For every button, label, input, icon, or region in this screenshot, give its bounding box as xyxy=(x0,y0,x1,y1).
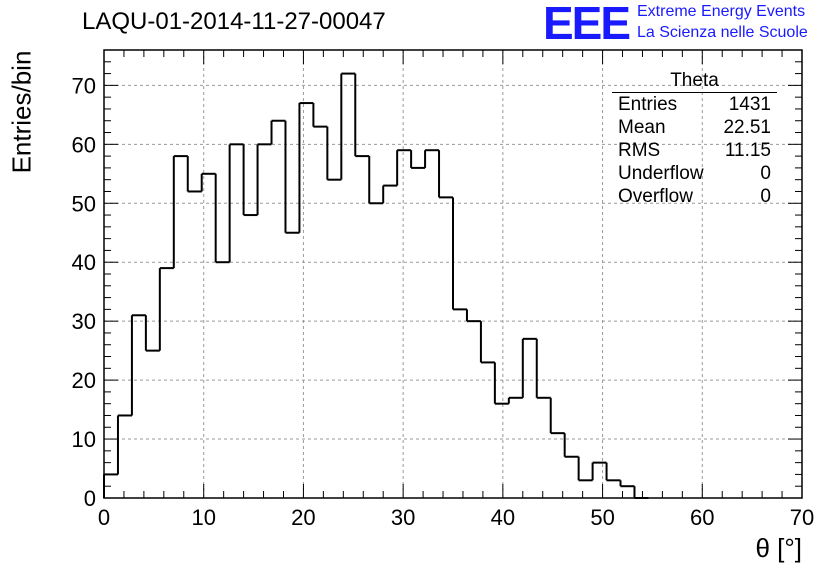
x-tick-label: 30 xyxy=(391,505,415,530)
eee-logo: EEE xyxy=(543,0,631,49)
stats-row-entries: Entries 1431 xyxy=(612,93,777,116)
page-title: LAQU-01-2014-11-27-00047 xyxy=(82,8,386,35)
stats-value: 1431 xyxy=(728,94,771,115)
y-tick-label: 20 xyxy=(72,368,96,393)
logo-line-1: Extreme Energy Events xyxy=(637,3,806,20)
stats-row-rms: RMS 11.15 xyxy=(612,139,777,162)
stats-box: Theta Entries 1431 Mean 22.51 RMS 11.15 … xyxy=(612,70,777,208)
x-tick-label: 10 xyxy=(191,505,215,530)
x-tick-label: 50 xyxy=(590,505,614,530)
stats-title: Theta xyxy=(612,70,777,93)
stats-value: 0 xyxy=(760,186,771,207)
stats-label: RMS xyxy=(618,140,661,161)
x-axis-label: θ [°] xyxy=(755,533,802,563)
x-tick-label: 60 xyxy=(690,505,714,530)
y-tick-label: 10 xyxy=(72,427,96,452)
logo-line-2: La Scienza nelle Scuole xyxy=(637,24,808,41)
stats-label: Underflow xyxy=(618,163,704,184)
stats-value: 22.51 xyxy=(723,117,771,138)
stats-label: Mean xyxy=(618,117,666,138)
y-tick-label: 40 xyxy=(72,250,96,275)
stats-value: 11.15 xyxy=(724,140,771,161)
stats-row-underflow: Underflow 0 xyxy=(612,162,777,185)
stats-value: 0 xyxy=(760,163,771,184)
y-tick-label: 60 xyxy=(72,132,96,157)
y-axis-label: Entries/bin xyxy=(6,50,37,174)
stats-label: Overflow xyxy=(618,186,693,207)
x-tick-label: 70 xyxy=(790,505,814,530)
tick-labels: 0 10 20 30 40 50 60 70 0 10 20 30 40 50 60 70 xyxy=(72,73,815,530)
y-tick-label: 0 xyxy=(84,486,96,511)
stats-row-overflow: Overflow 0 xyxy=(612,185,777,208)
x-tick-label: 0 xyxy=(98,505,110,530)
y-tick-label: 70 xyxy=(72,73,96,98)
y-tick-label: 50 xyxy=(72,191,96,216)
stats-label: Entries xyxy=(618,94,678,115)
y-tick-label: 30 xyxy=(72,309,96,334)
stats-row-mean: Mean 22.51 xyxy=(612,116,777,139)
axes xyxy=(103,49,803,499)
histogram-series xyxy=(103,72,649,499)
x-tick-label: 40 xyxy=(491,505,515,530)
x-tick-label: 20 xyxy=(291,505,315,530)
